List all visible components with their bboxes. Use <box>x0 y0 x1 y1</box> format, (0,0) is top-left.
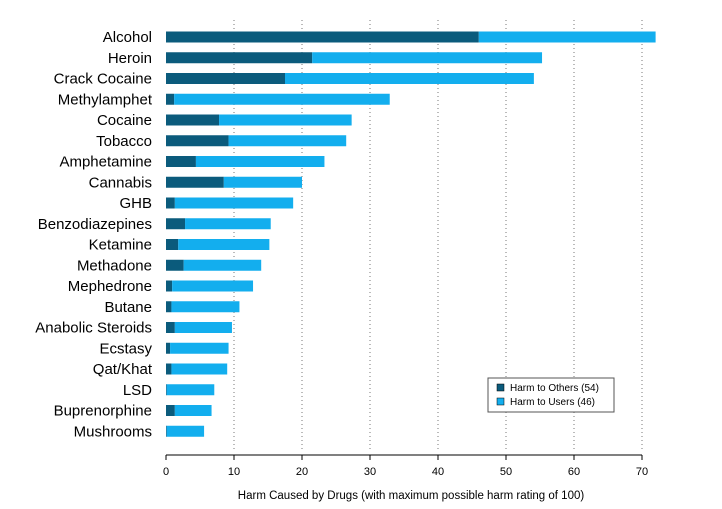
bar-harm-to-others <box>166 73 285 84</box>
x-tick-label: 40 <box>432 466 444 478</box>
category-label: Cocaine <box>97 112 152 129</box>
bar-harm-to-users <box>174 405 212 416</box>
legend-label-users: Harm to Users (46) <box>510 397 595 408</box>
bar-harm-to-others <box>166 322 175 333</box>
category-label: Buprenorphine <box>54 403 152 420</box>
category-label: Anabolic Steroids <box>35 320 152 337</box>
bar-harm-to-users <box>478 31 656 43</box>
bar-harm-to-users <box>183 259 262 271</box>
x-tick-label: 30 <box>364 466 376 478</box>
x-tick-label: 10 <box>228 466 240 478</box>
bar-harm-to-users <box>171 363 228 375</box>
bar-harm-to-others <box>166 156 196 167</box>
category-label: Heroin <box>108 50 152 67</box>
bar-harm-to-others <box>166 93 175 105</box>
category-label: Methylamphet <box>58 91 153 108</box>
x-tick-label: 20 <box>296 466 308 478</box>
bar-harm-to-users <box>312 52 543 64</box>
bar-harm-to-users <box>166 384 215 396</box>
bar-harm-to-others <box>166 301 172 313</box>
bar-harm-to-others <box>166 280 173 292</box>
category-label: Methadone <box>77 257 152 274</box>
legend-swatch-users <box>496 397 505 406</box>
x-tick-label: 50 <box>500 466 512 478</box>
bar-harm-to-others <box>166 114 220 126</box>
category-label: Tobacco <box>96 133 152 150</box>
legend-label-others: Harm to Others (54) <box>510 383 599 394</box>
bar-harm-to-others <box>166 31 479 43</box>
x-tick-label: 70 <box>636 466 648 478</box>
bar-harm-to-users <box>170 342 229 354</box>
bar-harm-to-others <box>166 197 175 209</box>
category-label: Mushrooms <box>74 423 152 440</box>
category-label: Ketamine <box>89 237 152 254</box>
bar-harm-to-users <box>174 322 232 333</box>
bar-harm-to-users <box>174 93 390 105</box>
category-label: Mephedrone <box>68 278 152 295</box>
category-label: Benzodiazepines <box>38 216 152 233</box>
bar-harm-to-users <box>171 301 240 313</box>
x-tick-label: 60 <box>568 466 580 478</box>
bar-harm-to-others <box>166 259 184 271</box>
bar-harm-to-others <box>166 405 175 416</box>
category-label: Alcohol <box>103 29 152 46</box>
x-axis-title: Harm Caused by Drugs (with maximum possi… <box>238 490 585 502</box>
bar-harm-to-others <box>166 425 167 437</box>
bar-harm-to-others <box>166 363 172 375</box>
bar-harm-to-users <box>172 280 254 292</box>
bar-harm-to-others <box>166 384 167 396</box>
legend-swatch-others <box>496 383 505 392</box>
category-label: Ecstasy <box>99 340 152 357</box>
bar-harm-to-others <box>166 135 229 147</box>
bar-harm-to-others <box>166 342 171 354</box>
bar-harm-to-users <box>185 218 271 230</box>
x-tick-label: 0 <box>163 466 169 478</box>
bar-harm-to-others <box>166 176 224 188</box>
category-label: Cannabis <box>89 174 152 191</box>
bar-harm-to-users <box>195 156 325 167</box>
legend: Harm to Others (54) Harm to Users (46) <box>487 377 615 413</box>
category-label: Crack Cocaine <box>54 71 152 88</box>
bar-harm-to-users <box>285 73 534 84</box>
bar-harm-to-users <box>219 114 352 126</box>
bar-harm-to-others <box>166 52 313 64</box>
category-labels: Alcohol Heroin Crack Cocaine Methylamphet Co… <box>35 29 153 440</box>
category-label: Qat/Khat <box>93 361 153 378</box>
bar-harm-to-users <box>166 425 205 437</box>
legend-box <box>487 377 615 413</box>
category-label: Butane <box>104 299 152 316</box>
bar-harm-to-users <box>228 135 347 147</box>
x-axis: 0 10 20 30 40 50 60 70 <box>163 454 648 478</box>
category-label: LSD <box>123 382 152 399</box>
bar-harm-to-users <box>174 197 294 209</box>
bar-harm-to-users <box>223 176 302 188</box>
bar-harm-to-others <box>166 218 186 230</box>
category-label: GHB <box>119 195 152 212</box>
bar-harm-to-users <box>178 239 270 250</box>
category-label: Amphetamine <box>59 154 152 171</box>
bar-harm-to-others <box>166 239 179 250</box>
bars <box>166 31 656 437</box>
